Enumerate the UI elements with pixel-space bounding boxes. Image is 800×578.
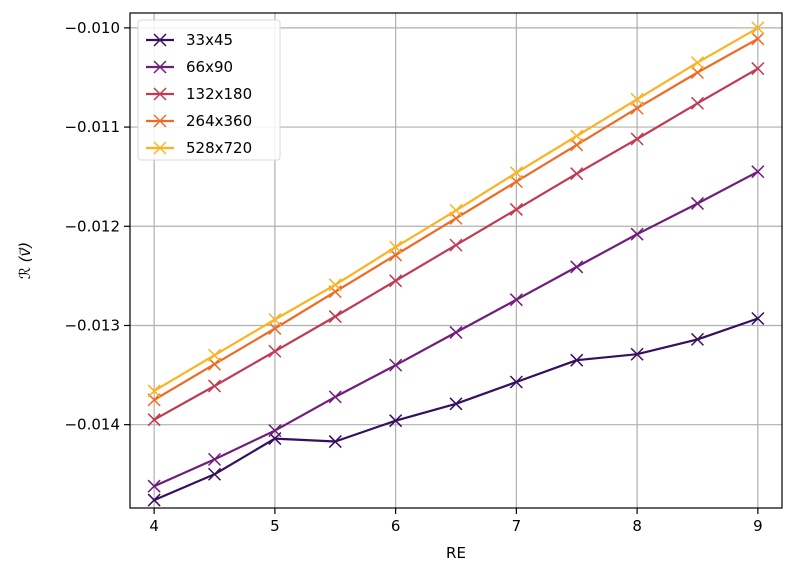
legend-label: 528x720: [186, 139, 252, 157]
series-66x90: [147, 165, 765, 493]
legend-label: 132x180: [186, 85, 252, 103]
x-marker-icon: [449, 238, 463, 252]
x-marker-icon: [389, 414, 403, 428]
x-marker-icon: [328, 310, 342, 324]
x-marker-icon: [147, 384, 161, 398]
legend-item: 66x90: [146, 58, 233, 76]
x-marker-icon: [751, 21, 765, 35]
series-132x180: [147, 62, 765, 427]
x-marker-icon: [509, 202, 523, 216]
x-marker-icon: [449, 325, 463, 339]
x-marker-icon: [389, 358, 403, 372]
x-marker-icon: [268, 424, 282, 438]
plot-frame: [129, 12, 783, 509]
x-marker-icon: [147, 493, 161, 507]
legend: 33x45 66x90 132x180 264x360 528x720: [137, 19, 281, 161]
x-marker-icon: [690, 56, 705, 70]
x-marker-icon: [630, 227, 644, 241]
x-marker-icon: [449, 397, 463, 411]
x-marker-icon: [147, 413, 161, 427]
y-tick-label: −0.011: [64, 118, 120, 136]
legend-item: 264x360: [146, 112, 252, 130]
x-marker-icon: [690, 65, 705, 80]
x-marker-icon: [153, 114, 167, 128]
x-marker-icon: [630, 347, 644, 361]
x-marker-icon: [328, 390, 342, 404]
x-marker-icon: [570, 353, 584, 367]
x-marker-icon: [153, 60, 167, 74]
x-axis-label: RE: [446, 544, 466, 562]
x-marker-icon: [570, 129, 584, 143]
x-marker-icon: [751, 312, 765, 326]
x-marker-icon: [690, 96, 705, 110]
series-528x720: [147, 21, 765, 398]
x-marker-icon: [630, 92, 644, 106]
y-tick-label: −0.013: [64, 316, 120, 334]
x-tick-label: 5: [270, 517, 280, 535]
x-tick-label: 6: [391, 517, 401, 535]
x-marker-icon: [449, 203, 463, 217]
legend-label: 33x45: [186, 31, 233, 49]
x-tick-label: 7: [512, 517, 522, 535]
x-marker-icon: [751, 62, 765, 76]
x-marker-icon: [570, 260, 584, 274]
y-tick-label: −0.012: [64, 217, 120, 235]
x-marker-icon: [570, 167, 584, 181]
x-marker-icon: [690, 332, 705, 346]
y-tick-label: −0.014: [64, 416, 120, 434]
series-33x45: [147, 312, 765, 507]
x-marker-icon: [147, 479, 161, 493]
x-marker-icon: [328, 435, 342, 449]
data-series: [147, 21, 765, 507]
legend-item: 528x720: [146, 139, 252, 157]
x-marker-icon: [153, 87, 167, 101]
x-marker-icon: [630, 132, 644, 146]
x-tick-label: 9: [753, 517, 763, 535]
legend-label: 264x360: [186, 112, 252, 130]
x-marker-icon: [268, 344, 282, 358]
x-marker-icon: [751, 165, 765, 179]
y-axis-ticks: −0.010 −0.011 −0.012 −0.013 −0.014: [64, 19, 130, 434]
x-marker-icon: [207, 348, 222, 362]
x-marker-icon: [389, 274, 403, 288]
x-marker-icon: [207, 452, 222, 466]
y-axis-label: ℛ (v⃗): [16, 242, 34, 279]
x-marker-icon: [751, 32, 765, 46]
x-tick-label: 4: [149, 517, 159, 535]
x-marker-icon: [509, 166, 523, 180]
x-marker-icon: [509, 293, 523, 307]
x-tick-label: 8: [632, 517, 642, 535]
x-marker-icon: [207, 379, 222, 393]
legend-box: [137, 19, 281, 161]
legend-item: 33x45: [146, 31, 233, 49]
legend-item: 132x180: [146, 85, 252, 103]
x-axis-ticks: 4 5 6 7 8 9: [149, 508, 763, 535]
x-marker-icon: [328, 278, 342, 292]
x-marker-icon: [153, 141, 167, 155]
y-tick-label: −0.010: [64, 19, 120, 37]
legend-label: 66x90: [186, 58, 233, 76]
x-marker-icon: [690, 196, 705, 210]
x-marker-icon: [153, 33, 167, 47]
x-marker-icon: [389, 240, 403, 254]
x-marker-icon: [268, 312, 282, 327]
x-marker-icon: [207, 467, 222, 481]
x-marker-icon: [509, 375, 523, 389]
